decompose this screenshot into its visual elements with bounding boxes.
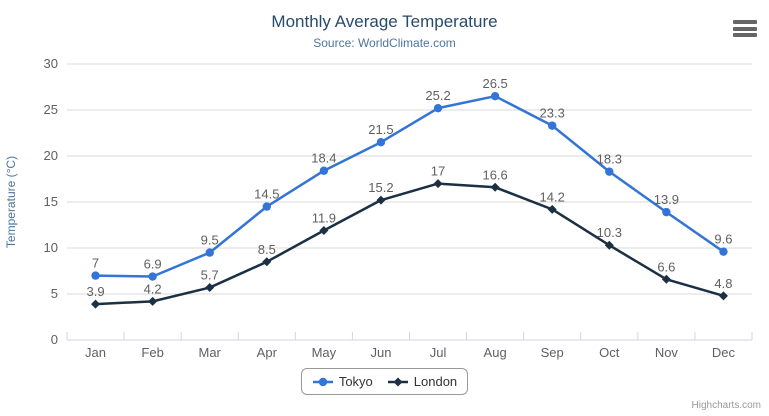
tokyo-line[interactable] xyxy=(94,94,725,278)
london-point-marker[interactable] xyxy=(148,296,158,306)
tokyo-point-marker[interactable] xyxy=(605,167,614,176)
london-point-marker[interactable] xyxy=(205,283,215,293)
y-axis-label: 15 xyxy=(44,194,58,209)
y-axis-label: 20 xyxy=(44,148,58,163)
data-label: 7 xyxy=(92,256,99,271)
legend-box: Tokyo London xyxy=(300,368,469,395)
x-axis-label: Oct xyxy=(599,345,620,360)
london-point-marker[interactable] xyxy=(319,226,329,236)
x-axis-label: Jan xyxy=(85,345,106,360)
tokyo-point-marker[interactable] xyxy=(376,138,386,147)
y-axis-label: 0 xyxy=(51,332,58,347)
x-axis-label: Nov xyxy=(655,345,679,360)
data-label: 3.9 xyxy=(87,284,105,299)
chart-subtitle: Source: WorldClimate.com xyxy=(313,36,456,50)
data-label: 26.5 xyxy=(482,76,507,91)
x-axis-label: Apr xyxy=(257,345,278,360)
london-point-marker[interactable] xyxy=(376,195,386,205)
y-axis-title: Temperature (°C) xyxy=(4,156,18,248)
data-label: 23.3 xyxy=(540,106,565,121)
tokyo-point-marker[interactable] xyxy=(662,207,671,217)
data-label: 14.2 xyxy=(540,189,565,204)
x-axis-label: Aug xyxy=(484,345,507,360)
data-label: 10.3 xyxy=(597,225,622,240)
data-label: 13.9 xyxy=(654,192,679,207)
tokyo-legend-marker-icon xyxy=(312,377,333,386)
series-tokyo: 7 6.9 9.5 14.5 18.4 21.5 25.2 26.5 23.3 18.3 13.9 9… xyxy=(91,76,732,281)
context-menu-button[interactable] xyxy=(733,20,757,37)
london-line[interactable] xyxy=(94,182,725,306)
data-label: 4.2 xyxy=(144,281,162,296)
london-point-marker[interactable] xyxy=(490,182,500,192)
hamburger-menu-icon xyxy=(733,26,757,31)
data-label: 8.5 xyxy=(258,242,276,257)
series-london: 3.9 4.2 5.7 8.5 11.9 15.2 17 16.6 14.2 10.3 6.6 4.8 xyxy=(87,164,732,309)
data-label: 4.8 xyxy=(714,276,732,291)
data-label: 15.2 xyxy=(368,180,393,195)
london-point-marker[interactable] xyxy=(547,204,557,214)
tokyo-point-marker[interactable] xyxy=(205,248,214,257)
chart-title: Monthly Average Temperature xyxy=(271,12,498,31)
hamburger-menu-icon xyxy=(733,33,757,37)
x-axis-label: Sep xyxy=(541,345,564,360)
legend-item-london[interactable]: London xyxy=(387,374,457,389)
data-label: 17 xyxy=(431,164,445,179)
tokyo-point-marker[interactable] xyxy=(433,103,443,113)
hamburger-menu-icon xyxy=(733,20,757,24)
y-axis-label: 25 xyxy=(44,102,58,117)
london-point-marker[interactable] xyxy=(661,274,671,284)
x-axis-label: Jun xyxy=(370,345,391,360)
x-axis-label: Dec xyxy=(712,345,736,360)
data-label: 18.4 xyxy=(311,151,336,166)
data-label: 6.6 xyxy=(657,259,675,274)
y-axis-label: 5 xyxy=(51,286,58,301)
tokyo-point-marker[interactable] xyxy=(91,271,100,280)
x-axis-label: Feb xyxy=(141,345,163,360)
x-axis-label: May xyxy=(312,345,337,360)
x-axis-label: Mar xyxy=(199,345,222,360)
tokyo-point-marker[interactable] xyxy=(490,92,500,101)
credits-link[interactable]: Highcharts.com xyxy=(691,400,761,411)
legend-label-tokyo: Tokyo xyxy=(338,374,373,389)
data-label: 6.9 xyxy=(144,257,162,272)
tokyo-point-marker[interactable] xyxy=(262,202,271,211)
data-label: 9.6 xyxy=(714,232,732,247)
data-label: 16.6 xyxy=(482,167,507,182)
tokyo-point-marker[interactable] xyxy=(548,121,557,130)
y-axis-label: 10 xyxy=(44,240,58,255)
data-label: 11.9 xyxy=(312,211,336,226)
data-label: 25.2 xyxy=(425,88,450,103)
data-label: 9.5 xyxy=(201,233,219,248)
london-point-marker[interactable] xyxy=(604,240,614,250)
data-label: 5.7 xyxy=(201,268,219,283)
legend-item-tokyo[interactable]: Tokyo xyxy=(312,374,373,389)
london-point-marker[interactable] xyxy=(718,291,728,301)
legend-label-london: London xyxy=(413,374,458,389)
data-label: 21.5 xyxy=(368,122,393,137)
tokyo-point-marker[interactable] xyxy=(319,166,329,175)
x-axis-label: Jul xyxy=(430,345,447,360)
data-label: 18.3 xyxy=(597,152,622,167)
y-axis-label: 30 xyxy=(44,56,58,71)
legend: Tokyo London xyxy=(0,368,769,395)
london-point-marker[interactable] xyxy=(433,179,443,189)
london-point-marker[interactable] xyxy=(91,299,101,309)
london-point-marker[interactable] xyxy=(262,257,272,267)
london-legend-marker-icon xyxy=(387,377,408,386)
data-label: 14.5 xyxy=(254,187,279,202)
tokyo-point-marker[interactable] xyxy=(719,247,728,256)
tokyo-point-marker[interactable] xyxy=(148,272,157,281)
